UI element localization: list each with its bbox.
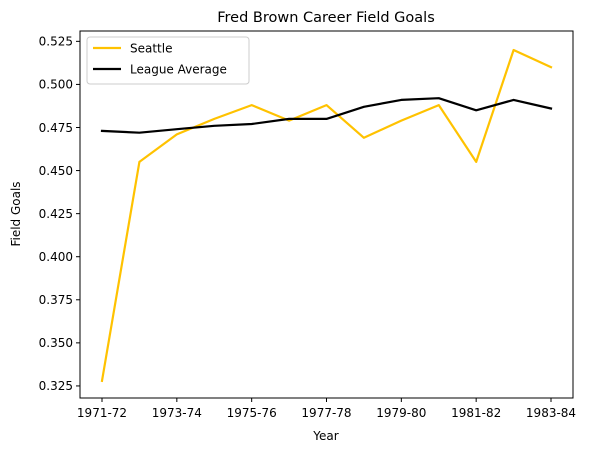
legend-box — [86, 36, 250, 85]
x-tick-label: 1979-80 — [376, 406, 426, 420]
y-tick-label: 0.375 — [39, 293, 73, 307]
plot-area-frame — [79, 30, 574, 399]
y-tick-label: 0.525 — [39, 35, 73, 49]
legend-entry-1: League Average — [130, 62, 227, 76]
x-axis-label: Year — [312, 429, 338, 443]
y-tick-label: 0.400 — [39, 250, 73, 264]
x-tick-label: 1983-84 — [526, 406, 576, 420]
x-tick-label: 1971-72 — [77, 406, 127, 420]
y-tick-label: 0.475 — [39, 121, 73, 135]
y-tick-label: 0.350 — [39, 336, 73, 350]
legend: Seattle League Average — [86, 36, 250, 85]
legend-entry-0: Seattle — [130, 41, 172, 55]
x-tick-label: 1977-78 — [301, 406, 351, 420]
x-tick-label: 1975-76 — [227, 406, 277, 420]
series-line-0 — [100, 48, 553, 383]
x-tick-label: 1981-82 — [451, 406, 501, 420]
y-tick-label: 0.500 — [39, 78, 73, 92]
plot-lines — [100, 48, 553, 383]
x-axis-ticks: 1971-72 1973-74 1975-76 1977-78 1979-80 1981-… — [77, 398, 576, 420]
y-tick-label: 0.450 — [39, 164, 73, 178]
y-axis-ticks: 0.325 0.350 0.375 0.400 0.425 0.450 0.475 0.500… — [39, 35, 80, 393]
chart-title: Fred Brown Career Field Goals — [217, 10, 435, 26]
series-line-1 — [100, 97, 553, 134]
y-tick-label: 0.425 — [39, 207, 73, 221]
x-tick-label: 1973-74 — [152, 406, 202, 420]
y-tick-label: 0.325 — [39, 379, 73, 393]
y-axis-label: Field Goals — [9, 181, 23, 246]
